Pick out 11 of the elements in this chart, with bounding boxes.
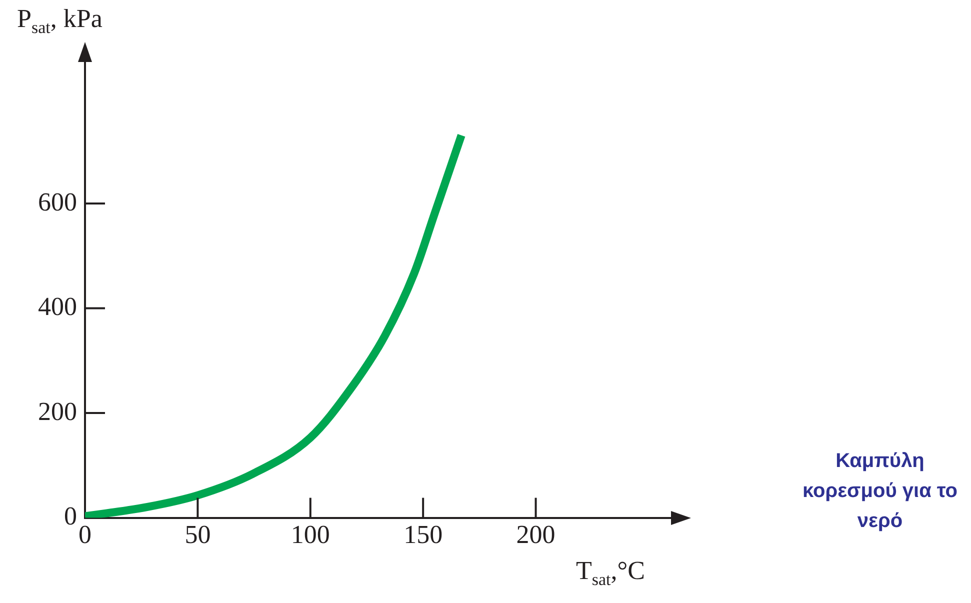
y-tick-label: 600 [38, 187, 77, 216]
x-tick-label: 150 [404, 520, 443, 550]
y-axis-title: P$_{sat}$, kPa [17, 4, 102, 38]
y-tick-label: 400 [38, 292, 77, 322]
x-tick-label: 200 [516, 520, 556, 550]
y-tick-label: 200 [38, 396, 77, 426]
y-tick-label: 0 [64, 502, 77, 531]
x-tick-label: 50 [184, 520, 211, 550]
x-tick-label: 100 [290, 520, 330, 550]
text: Καμπύλη κορεσμού για το νερό [801, 448, 959, 534]
x-axis-title: T$_{sat}$,°C [576, 556, 646, 590]
